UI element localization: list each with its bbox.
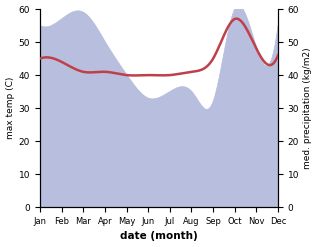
- Y-axis label: med. precipitation (kg/m2): med. precipitation (kg/m2): [303, 47, 313, 169]
- Y-axis label: max temp (C): max temp (C): [5, 77, 15, 139]
- X-axis label: date (month): date (month): [120, 231, 198, 242]
